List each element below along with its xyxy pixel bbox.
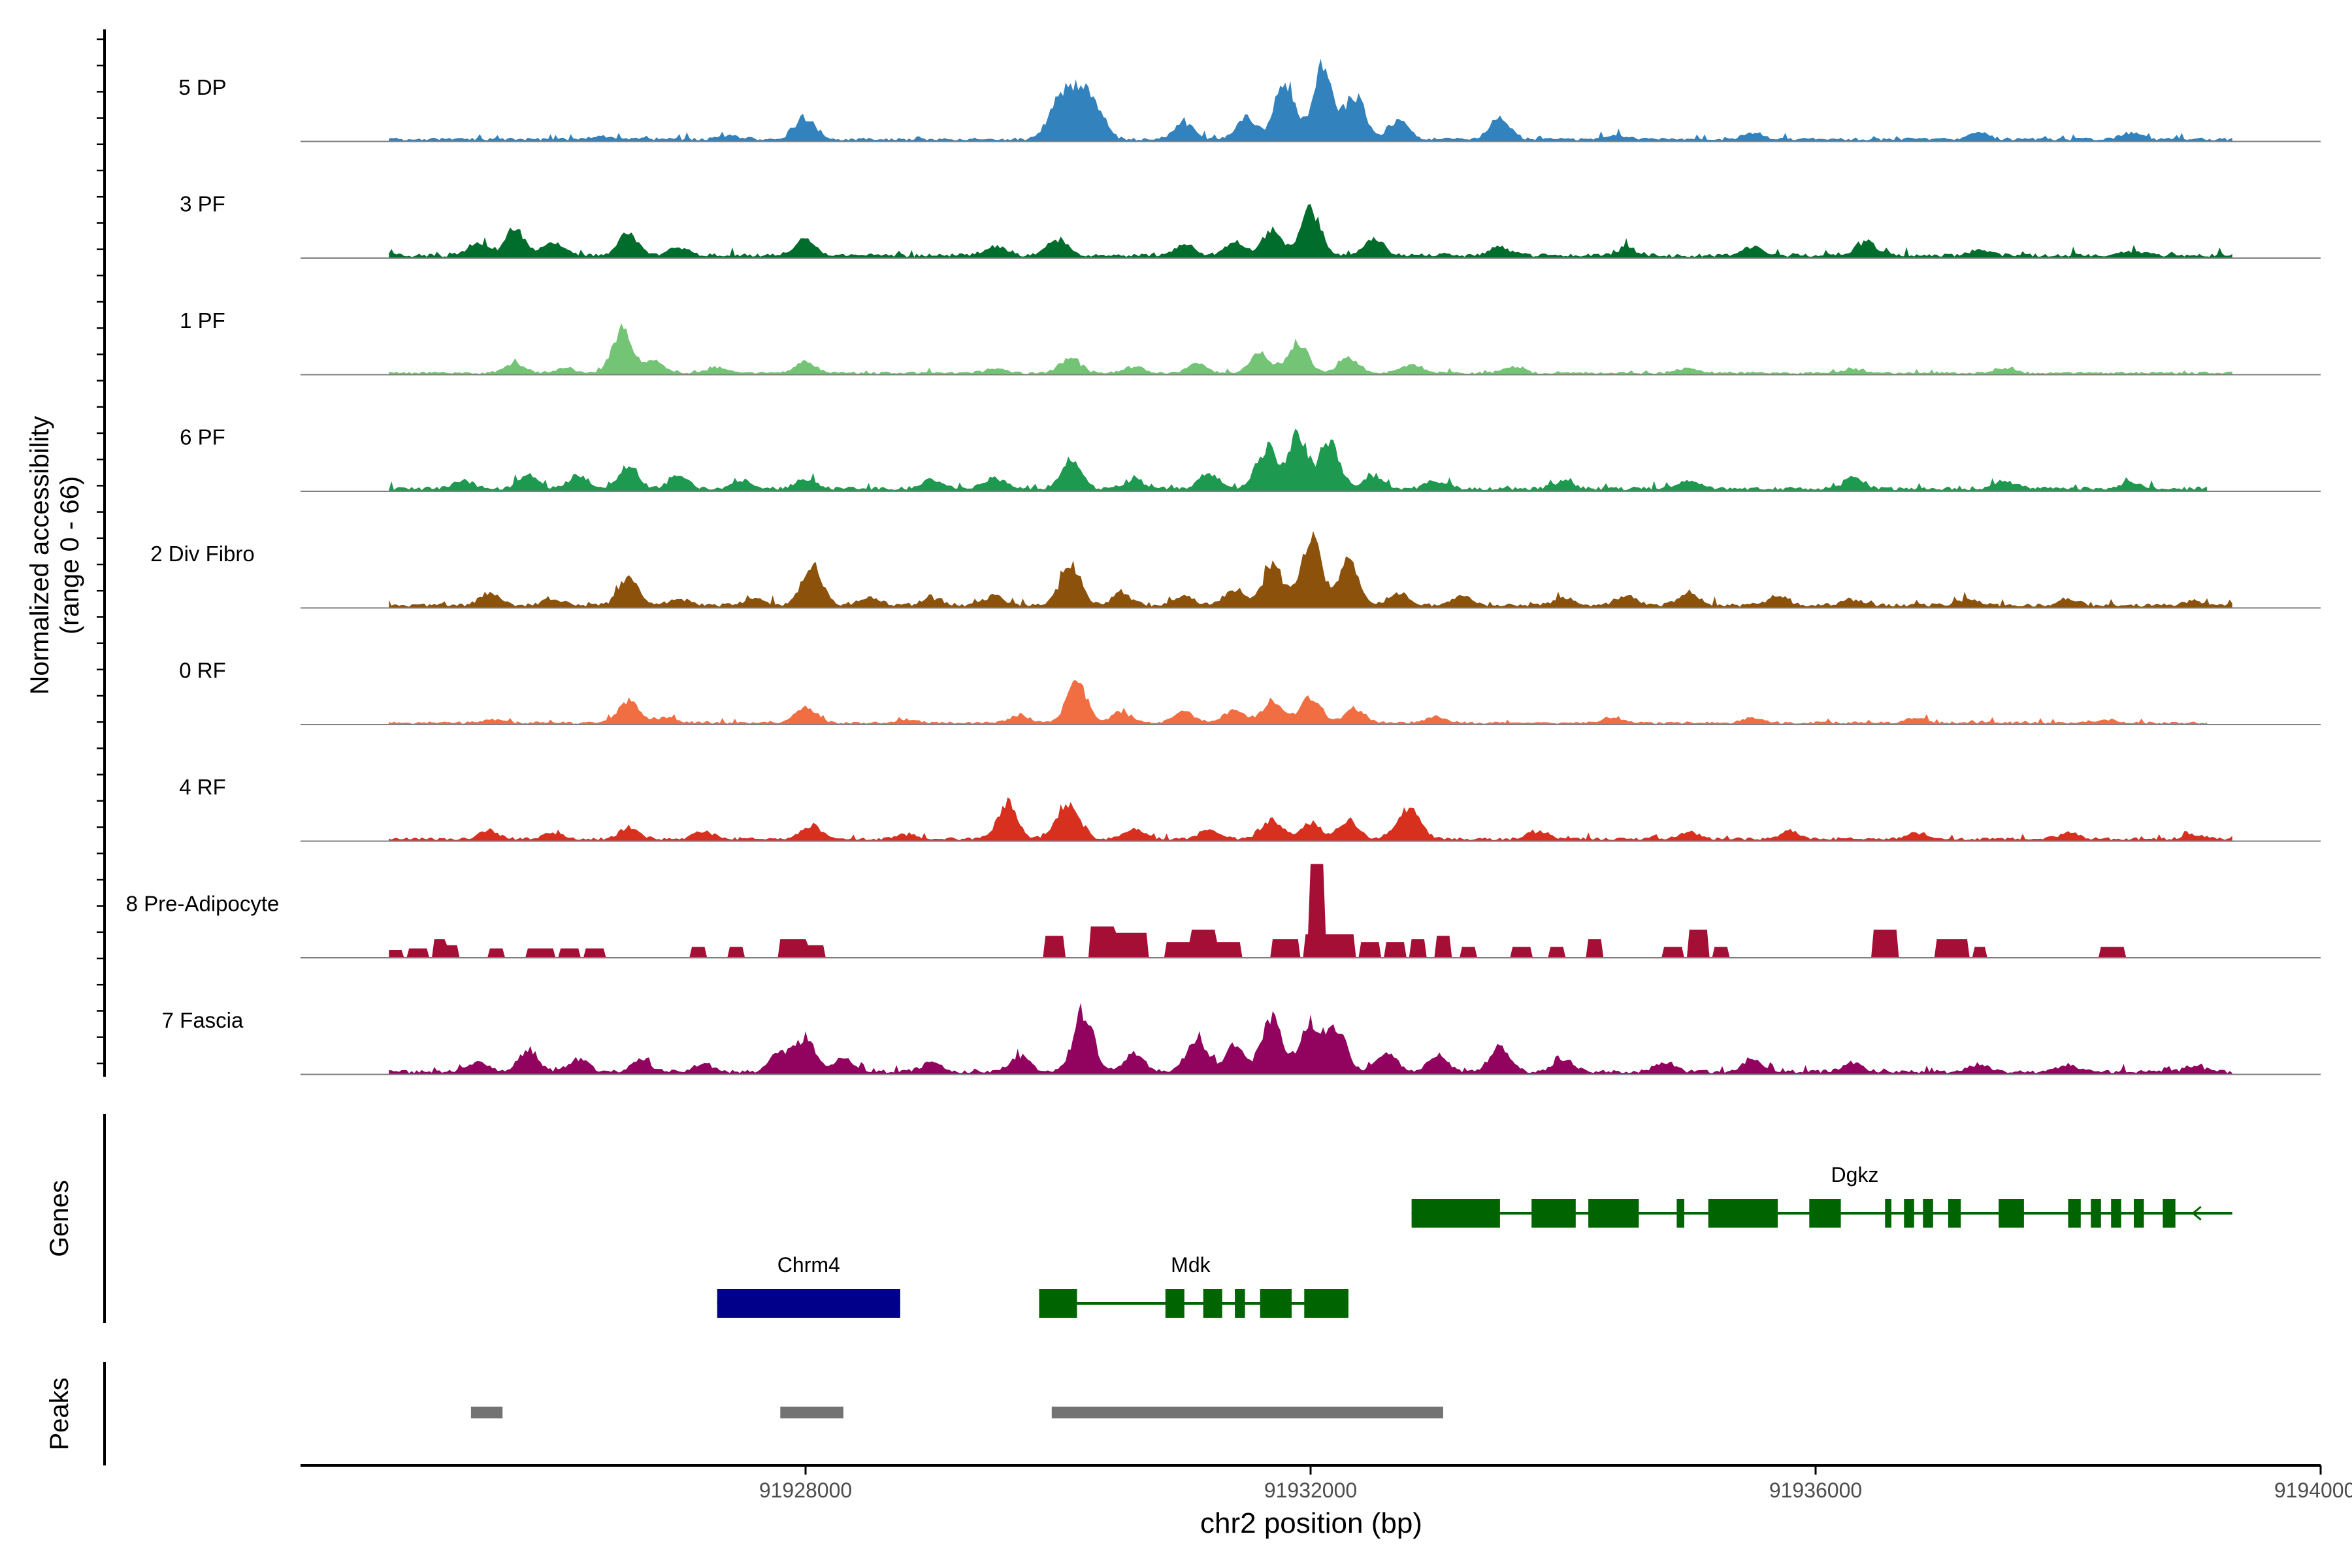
track-5: 2 Div Fibro bbox=[150, 531, 2321, 609]
track-1: 5 DP bbox=[178, 58, 2321, 142]
peak-region bbox=[780, 1407, 843, 1418]
track-label: 6 PF bbox=[180, 425, 225, 449]
gene-exon bbox=[2068, 1199, 2081, 1228]
genes-panel-label: Genes bbox=[45, 1180, 74, 1257]
gene-exon bbox=[1885, 1199, 1891, 1228]
gene-exon bbox=[1260, 1289, 1292, 1318]
peak-region bbox=[1051, 1407, 1443, 1418]
gene-label: Mdk bbox=[1171, 1253, 1211, 1277]
x-tick-label: 91940000 bbox=[2274, 1478, 2352, 1502]
coverage-area-1 bbox=[389, 58, 2232, 142]
strand-arrow bbox=[2191, 1205, 2202, 1221]
gene-exon bbox=[1235, 1289, 1245, 1318]
track-label: 5 DP bbox=[178, 75, 226, 99]
x-tick-label: 91936000 bbox=[1769, 1478, 1862, 1502]
track-8: 8 Pre-Adipocyte bbox=[126, 864, 2321, 958]
gene-exon bbox=[1588, 1199, 1639, 1228]
gene-annotations: Dgkz Chrm4 Mdk bbox=[717, 1163, 2232, 1318]
y-axis-ticks bbox=[97, 38, 105, 1065]
track-6: 0 RF bbox=[179, 659, 2321, 725]
gene-exon bbox=[1531, 1199, 1576, 1228]
track-label: 2 Div Fibro bbox=[150, 542, 255, 566]
strand-arrow bbox=[1307, 1296, 1318, 1311]
coverage-area-7 bbox=[389, 797, 2232, 841]
track-3: 1 PF bbox=[180, 308, 2321, 376]
track-label: 7 Fascia bbox=[162, 1008, 244, 1032]
gene-exon bbox=[1923, 1199, 1933, 1228]
gene-exon bbox=[1203, 1289, 1222, 1318]
gene-exon bbox=[2134, 1199, 2144, 1228]
x-tick-label: 91928000 bbox=[759, 1478, 852, 1502]
peak-regions bbox=[470, 1407, 1443, 1418]
track-7: 4 RF bbox=[179, 775, 2321, 842]
gene-exon bbox=[1809, 1199, 1841, 1228]
gene-exon bbox=[1039, 1289, 1077, 1318]
y-axis-label: Normalized accessibility bbox=[25, 416, 54, 695]
track-2: 3 PF bbox=[180, 192, 2321, 259]
coverage-area-6 bbox=[389, 680, 2208, 725]
track-label: 3 PF bbox=[180, 192, 225, 216]
coverage-tracks: 5 DP 3 PF 1 PF 6 PF 2 Div Fibro 0 RF 4 RF 8 Pre… bbox=[126, 58, 2321, 1075]
gene-mdk: Mdk bbox=[1039, 1253, 1348, 1318]
gene-exon bbox=[717, 1289, 900, 1318]
y-axis-range-label: (range 0 - 66) bbox=[56, 476, 84, 634]
coverage-area-9 bbox=[389, 1003, 2232, 1075]
x-axis-label: chr2 position (bp) bbox=[1200, 1507, 1422, 1539]
x-tick-label: 91932000 bbox=[1264, 1478, 1357, 1502]
gene-exon bbox=[1304, 1289, 1348, 1318]
gene-exon bbox=[2163, 1199, 2176, 1228]
coverage-area-5 bbox=[389, 531, 2232, 608]
coverage-area-2 bbox=[389, 204, 2232, 258]
gene-exon bbox=[2091, 1199, 2101, 1228]
peak-region bbox=[470, 1407, 503, 1418]
gene-exon bbox=[2111, 1199, 2121, 1228]
gene-dgkz: Dgkz bbox=[1411, 1163, 2232, 1228]
gene-exon bbox=[1708, 1199, 1778, 1228]
coverage-area-4 bbox=[389, 429, 2208, 491]
x-axis-ticks: 91928000 91932000 91936000 91940000 bbox=[759, 1465, 2352, 1502]
coverage-area-8 bbox=[389, 864, 2232, 958]
peaks-panel-label: Peaks bbox=[45, 1377, 74, 1450]
track-4: 6 PF bbox=[180, 425, 2321, 492]
gene-label: Dgkz bbox=[1831, 1163, 1879, 1186]
gene-chrm4: Chrm4 bbox=[717, 1253, 900, 1318]
gene-exon bbox=[1904, 1199, 1914, 1228]
track-label: 8 Pre-Adipocyte bbox=[126, 892, 280, 916]
track-label: 0 RF bbox=[179, 659, 226, 683]
gene-exon bbox=[1411, 1199, 1500, 1228]
coverage-area-3 bbox=[389, 323, 2232, 375]
gene-label: Chrm4 bbox=[777, 1253, 840, 1277]
track-9: 7 Fascia bbox=[162, 1003, 2321, 1075]
track-label: 1 PF bbox=[180, 308, 225, 333]
gene-exon bbox=[1948, 1199, 1961, 1228]
gene-exon bbox=[1676, 1199, 1684, 1228]
gene-exon bbox=[1165, 1289, 1184, 1318]
gene-exon bbox=[1999, 1199, 2024, 1228]
track-label: 4 RF bbox=[179, 775, 226, 799]
